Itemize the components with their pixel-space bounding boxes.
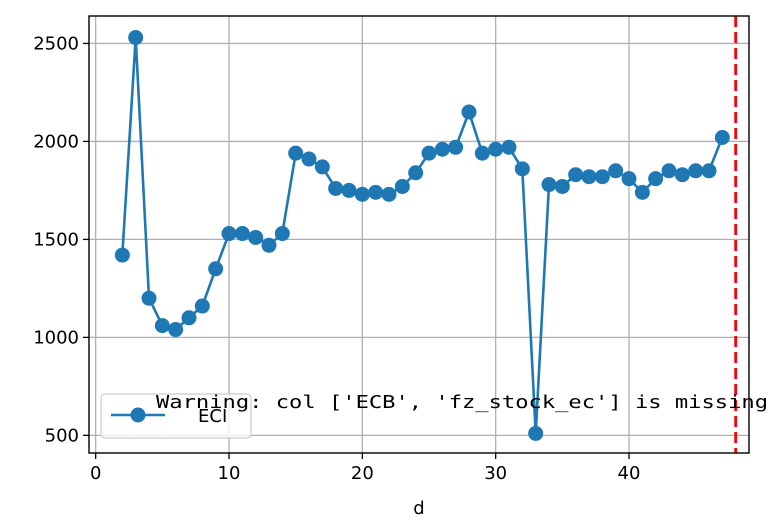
data-point — [434, 141, 450, 157]
data-point — [461, 104, 477, 120]
data-point — [474, 145, 490, 161]
legend: ECI — [100, 393, 252, 439]
data-point — [381, 186, 397, 202]
data-point — [688, 163, 704, 179]
data-point — [608, 163, 624, 179]
data-point — [354, 186, 370, 202]
data-point — [288, 145, 304, 161]
data-point — [234, 226, 250, 242]
plot-frame — [88, 15, 750, 454]
data-point — [368, 184, 384, 200]
data-point — [154, 318, 170, 334]
data-point — [554, 178, 570, 194]
x-axis-ticks: 0 10 20 30 40 — [90, 453, 641, 484]
data-point — [128, 30, 144, 46]
y-tick-label: 500 — [45, 425, 79, 446]
data-point — [394, 178, 410, 194]
data-point — [568, 167, 584, 183]
data-point — [581, 169, 597, 185]
warning-annotation: Warning: col ['ECB', 'fz_stock_ec'] is m… — [156, 393, 768, 413]
data-point — [621, 171, 637, 187]
data-point — [274, 226, 290, 242]
data-point — [408, 165, 424, 181]
data-point — [448, 139, 464, 155]
data-point — [501, 139, 517, 155]
data-point — [648, 171, 664, 187]
data-point — [301, 151, 317, 167]
data-point — [261, 237, 277, 253]
y-tick-label: 2000 — [33, 131, 79, 152]
data-point — [714, 129, 730, 145]
data-point — [181, 310, 197, 326]
x-tick-label: 0 — [90, 463, 101, 484]
data-point — [421, 145, 437, 161]
series-line — [121, 36, 724, 435]
data-point — [634, 184, 650, 200]
data-point — [168, 322, 184, 338]
legend-entry-eci: ECI — [198, 406, 227, 427]
x-tick-label: 40 — [618, 463, 641, 484]
data-point — [341, 182, 357, 198]
data-point — [248, 229, 264, 245]
legend-box — [100, 393, 252, 439]
y-axis-ticks: 500 1000 1500 2000 2500 — [33, 33, 89, 446]
data-point — [194, 298, 210, 314]
data-point — [114, 247, 130, 263]
data-point — [594, 169, 610, 185]
data-point — [208, 261, 224, 277]
y-tick-label: 1500 — [33, 229, 79, 250]
data-point — [661, 163, 677, 179]
y-tick-label: 1000 — [33, 327, 79, 348]
data-point — [328, 180, 344, 196]
series-eci — [114, 30, 730, 441]
x-tick-label: 30 — [484, 463, 507, 484]
data-point — [314, 159, 330, 175]
data-point — [701, 163, 717, 179]
data-point — [674, 167, 690, 183]
data-point — [528, 425, 544, 441]
data-point — [141, 290, 157, 306]
data-point — [514, 161, 530, 177]
data-point — [541, 177, 557, 193]
legend-marker-swatch — [130, 407, 146, 423]
y-tick-label: 2500 — [33, 33, 79, 54]
x-tick-label: 20 — [351, 463, 374, 484]
x-axis-label: d — [413, 498, 424, 519]
x-tick-label: 10 — [218, 463, 241, 484]
data-point — [488, 141, 504, 157]
data-point — [221, 226, 237, 242]
